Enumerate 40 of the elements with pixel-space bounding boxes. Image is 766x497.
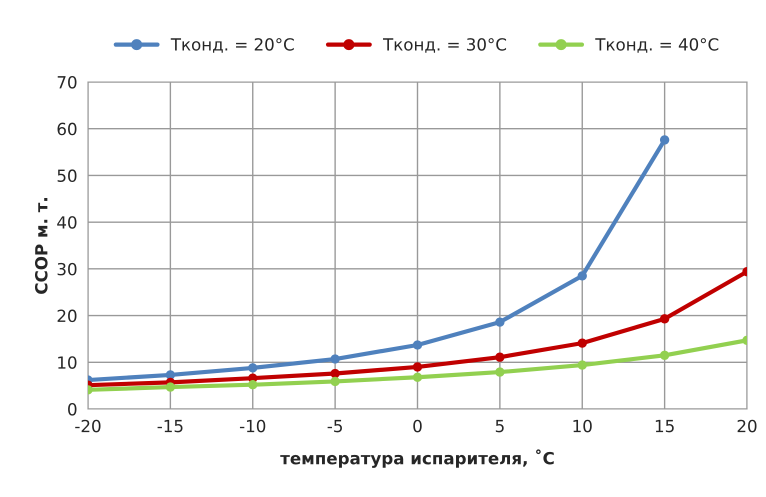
y-tick-label: 60 xyxy=(58,122,76,136)
point xyxy=(412,362,422,372)
y-tick-label: 10 xyxy=(58,356,76,369)
point xyxy=(495,317,505,327)
x-tick-label: -20 xyxy=(75,420,101,432)
point xyxy=(248,363,258,373)
point xyxy=(495,352,505,362)
point xyxy=(248,380,258,390)
y-tick-label: 50 xyxy=(58,169,76,182)
point xyxy=(330,368,340,378)
point xyxy=(578,271,587,281)
point xyxy=(660,135,670,145)
point xyxy=(578,338,587,348)
y-tick-label: 30 xyxy=(58,262,76,276)
legend-label: Tконд. = 20°C xyxy=(170,38,294,53)
point xyxy=(412,372,422,382)
x-tick-label: 5 xyxy=(496,420,504,432)
x-tick-label: 20 xyxy=(738,420,756,432)
x-tick-label: 15 xyxy=(656,420,674,432)
point xyxy=(578,360,587,370)
point xyxy=(495,367,505,377)
x-tick-label: -5 xyxy=(328,420,342,432)
x-axis-title: температура испарителя, ˚С xyxy=(280,449,554,468)
y-tick-label: 20 xyxy=(58,310,76,322)
point xyxy=(166,382,176,392)
y-tick-label: 40 xyxy=(57,216,76,229)
legend-label: Tконд. = 40°C xyxy=(595,38,718,53)
point xyxy=(660,350,670,360)
x-tick-label: 10 xyxy=(573,420,592,432)
legend-label: Tконд. = 30°C xyxy=(383,38,506,53)
y-tick-label: 0 xyxy=(68,402,76,416)
point xyxy=(412,340,422,350)
y-tick-label: 70 xyxy=(58,76,76,89)
point xyxy=(330,354,340,364)
x-tick-label: -10 xyxy=(240,420,266,432)
point xyxy=(660,314,670,324)
y-axis-title: CCOP м. т. xyxy=(34,198,48,294)
point xyxy=(330,376,340,386)
x-tick-label: -15 xyxy=(158,420,183,432)
x-tick-label: 0 xyxy=(413,420,422,432)
